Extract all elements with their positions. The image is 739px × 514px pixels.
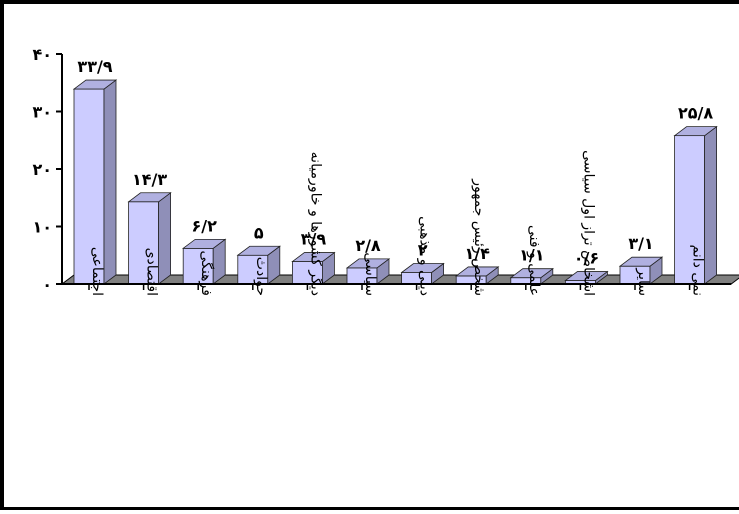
data-label: ۱۴/۳	[132, 170, 167, 189]
bar-top	[127, 192, 172, 203]
data-label: ۶/۲	[192, 216, 218, 235]
data-label: ۱/۴	[465, 244, 491, 263]
category-label: سایر	[635, 267, 651, 296]
bar-front	[674, 135, 705, 285]
bar-top	[564, 271, 609, 281]
bar-top	[181, 238, 227, 249]
category-label: نمی دانم	[690, 245, 706, 296]
y-tick-label: ۱۰	[32, 218, 52, 237]
data-label: ۳/۱	[628, 234, 653, 253]
data-label: ۲	[418, 241, 428, 260]
y-tick-label: ۲۰	[32, 160, 52, 179]
bar-top	[618, 256, 664, 267]
y-tick-label: ۴۰	[32, 45, 52, 64]
data-label: ۵	[254, 223, 264, 242]
y-tick-label: ۰	[42, 275, 52, 294]
category-label: فرهنگی	[198, 251, 215, 296]
category-label: اقتصادی	[144, 248, 160, 296]
data-label: ۳۳/۹	[77, 57, 112, 76]
bar-top	[509, 268, 554, 279]
data-label: ۰/۶	[574, 249, 599, 268]
category-label: دیگر کشورها و خاورمیانه	[307, 152, 324, 296]
data-label: ۲/۸	[355, 236, 381, 255]
bar-top	[236, 245, 281, 256]
bar-top	[345, 258, 391, 269]
bar-top	[673, 126, 718, 137]
y-tick-label: ۳۰	[32, 103, 52, 122]
category-label: اجتماعی	[89, 247, 105, 296]
data-label: ۲۵/۸	[678, 104, 713, 123]
bar-top	[455, 266, 500, 277]
bar-top	[400, 263, 445, 273]
category-label: حوادث	[253, 257, 269, 296]
bar-top	[291, 252, 336, 262]
category-label: شخص رئیس جمهور	[471, 178, 487, 296]
category-label: اشخاص تراز اول سیاسی	[580, 150, 596, 296]
data-label: ۳/۹	[301, 230, 327, 249]
category-label: علمی و فنی	[526, 225, 542, 296]
bar-chart: ۰ ۱۰ ۲۰ ۳۰ ۴۰ ۳۳/۹ اجتماعی ۱۴/۳ اقتصادی ۶/۲ فرهنگی…	[32, 45, 739, 296]
category-label: دینی و مذهبی	[417, 216, 433, 296]
category-label: سیاسی	[362, 252, 378, 296]
data-label: ۱/۱	[519, 246, 544, 265]
bar-top	[72, 79, 118, 90]
